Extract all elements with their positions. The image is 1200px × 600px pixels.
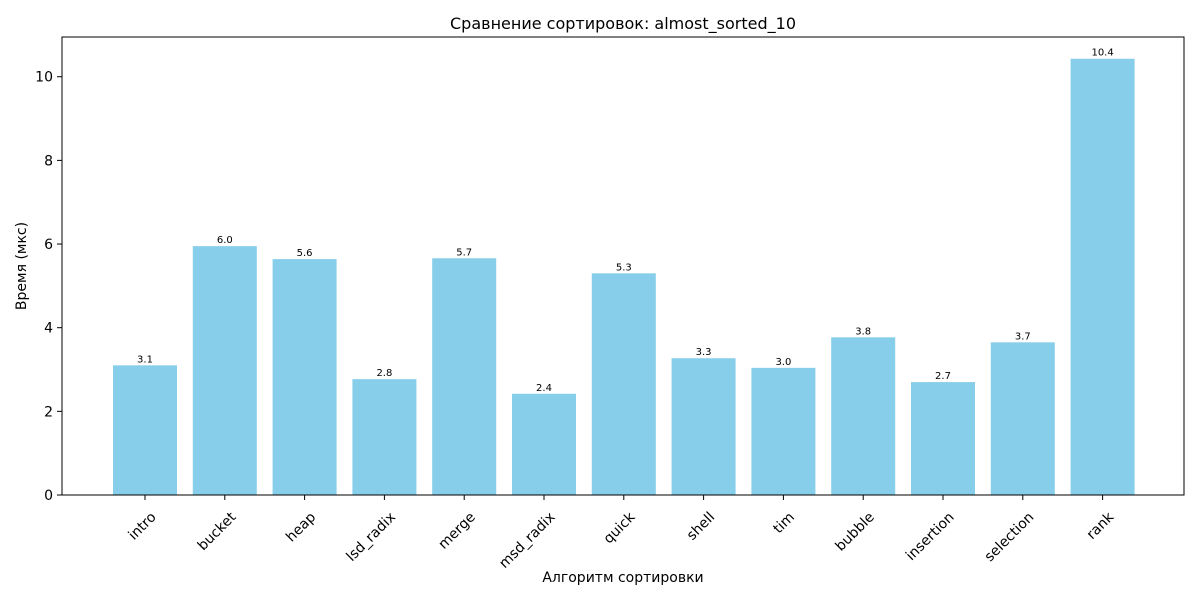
- x-tick-label-heap: heap: [283, 509, 319, 545]
- value-label-rank: 10.4: [1091, 48, 1113, 59]
- value-label-selection: 3.7: [1015, 331, 1031, 342]
- x-tick-label-tim: tim: [770, 509, 798, 537]
- chart-title: Сравнение сортировок: almost_sorted_10: [450, 14, 796, 34]
- y-tick-label-4: 4: [44, 321, 53, 337]
- value-label-bucket: 6.0: [217, 235, 233, 246]
- value-label-tim: 3.0: [775, 357, 791, 368]
- bar-tim: [751, 368, 815, 495]
- y-tick-label-8: 8: [44, 153, 53, 169]
- x-tick-label-merge: merge: [435, 509, 478, 552]
- x-tick-label-insertion: insertion: [903, 509, 958, 564]
- y-axis-label: Время (мкс): [14, 222, 30, 310]
- y-tick-label-10: 10: [35, 70, 53, 86]
- x-tick-label-msd_radix: msd_radix: [496, 509, 558, 571]
- x-tick-label-bucket: bucket: [195, 509, 240, 554]
- value-label-heap: 5.6: [297, 248, 313, 259]
- bars-group: [113, 59, 1135, 495]
- y-axis: 0 2 4 6 8 10: [35, 70, 62, 504]
- x-tick-label-selection: selection: [982, 509, 1038, 565]
- x-tick-label-lsd_radix: lsd_radix: [344, 509, 399, 564]
- bar-bucket: [193, 246, 257, 495]
- value-label-msd_radix: 2.4: [536, 383, 552, 394]
- bar-merge: [432, 258, 496, 495]
- bar-insertion: [911, 382, 975, 495]
- x-axis-label: Алгоритм сортировки: [542, 570, 703, 586]
- x-tick-label-intro: intro: [125, 509, 159, 543]
- bar-heap: [273, 259, 337, 495]
- bar-selection: [991, 342, 1055, 495]
- y-tick-label-2: 2: [44, 404, 53, 420]
- value-label-merge: 5.7: [456, 247, 472, 258]
- x-tick-label-shell: shell: [684, 509, 718, 543]
- value-label-quick: 5.3: [616, 262, 632, 273]
- x-axis: intro bucket heap lsd_radix merge msd_radix qu…: [125, 495, 1117, 572]
- y-tick-label-0: 0: [44, 488, 53, 504]
- bar-shell: [672, 358, 736, 495]
- x-tick-label-bubble: bubble: [833, 509, 878, 554]
- bar-quick: [592, 273, 656, 495]
- value-label-bubble: 3.8: [855, 326, 871, 337]
- y-tick-label-6: 6: [44, 237, 53, 253]
- x-tick-label-rank: rank: [1084, 509, 1118, 543]
- value-label-intro: 3.1: [137, 354, 153, 365]
- bar-msd_radix: [512, 394, 576, 495]
- value-label-lsd_radix: 2.8: [376, 368, 392, 379]
- value-label-insertion: 2.7: [935, 371, 951, 382]
- bar-lsd_radix: [352, 379, 416, 495]
- value-label-shell: 3.3: [696, 347, 712, 358]
- x-tick-label-quick: quick: [601, 509, 639, 547]
- bar-intro: [113, 365, 177, 495]
- bar-rank: [1071, 59, 1135, 495]
- bar-bubble: [831, 337, 895, 495]
